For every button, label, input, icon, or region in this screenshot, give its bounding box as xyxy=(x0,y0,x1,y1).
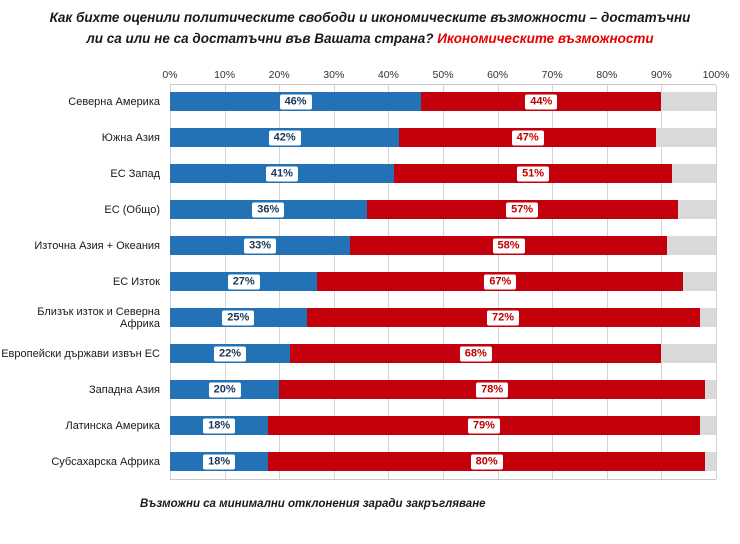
bar-track: 27% 67% xyxy=(170,272,716,292)
bar-row: Близък изток и Северна Африка 25% 72% xyxy=(0,300,716,336)
bar-track: 25% 72% xyxy=(170,308,716,328)
blue-value-label: 46% xyxy=(278,93,313,111)
category-label: ЕС Запад xyxy=(110,167,160,180)
bar-row: Източна Азия + Океания 33% 58% xyxy=(0,228,716,264)
bar-row: Европейски държави извън ЕС 22% 68% xyxy=(0,336,716,372)
bar-track: 20% 78% xyxy=(170,380,716,400)
x-tick-label: 10% xyxy=(214,68,236,81)
chart-title-line2-black: ли са или не са достатъчни във Вашата ст… xyxy=(86,30,438,46)
bar-track: 42% 47% xyxy=(170,128,716,148)
red-value-label: 57% xyxy=(505,201,540,219)
x-axis-ticks: 0% 10% 20% 30% 40% 50% 60% 70% 80% 90% 100% xyxy=(162,66,729,84)
blue-value-label: 41% xyxy=(264,165,299,183)
axis-spacer xyxy=(0,66,170,84)
x-tick-label: 100% xyxy=(702,68,730,81)
red-value-label: 67% xyxy=(483,273,518,291)
red-value-label: 44% xyxy=(524,93,559,111)
category-label: Близък изток и Северна Африка xyxy=(37,305,160,330)
chart-title-highlight: Икономическите възможности xyxy=(437,30,654,46)
bar-track: 22% 68% xyxy=(170,344,716,364)
gray-segment xyxy=(661,344,716,364)
x-tick-label: 50% xyxy=(432,68,454,81)
x-tick-label: 60% xyxy=(487,68,509,81)
bar-row: Западна Азия 20% 78% xyxy=(0,372,716,408)
x-tick-label: 30% xyxy=(323,68,345,81)
bar-track: 18% 79% xyxy=(170,416,716,436)
category-label: Западна Азия xyxy=(89,383,160,396)
blue-value-label: 25% xyxy=(221,309,256,327)
footnote: Възможни са минимални отклонения заради … xyxy=(140,497,486,510)
blue-value-label: 20% xyxy=(207,381,242,399)
bar-row: Латинска Америка 18% 79% xyxy=(0,408,716,444)
x-tick-label: 40% xyxy=(377,68,399,81)
gray-segment xyxy=(705,380,716,400)
x-tick-label: 80% xyxy=(596,68,618,81)
plot-area: Северна Америка 46% 44% Южна Азия 42% 47% ЕС З… xyxy=(0,83,717,480)
category-label: Южна Азия xyxy=(101,131,160,144)
red-value-label: 58% xyxy=(491,237,526,255)
category-label: ЕС (Общо) xyxy=(104,203,160,216)
bar-row: Северна Америка 46% 44% xyxy=(0,84,716,120)
x-tick-label: 20% xyxy=(268,68,290,81)
bar-track: 41% 51% xyxy=(170,164,716,184)
red-value-label: 80% xyxy=(469,453,504,471)
blue-value-label: 22% xyxy=(213,345,248,363)
gray-segment xyxy=(672,164,716,184)
red-value-label: 68% xyxy=(458,345,493,363)
x-tick-label: 70% xyxy=(541,68,563,81)
gray-segment xyxy=(699,416,716,436)
x-tick-label: 90% xyxy=(650,68,672,81)
category-label: Източна Азия + Океания xyxy=(34,239,160,252)
bar-row: Субсахарска Африка 18% 80% xyxy=(0,444,716,480)
gridline xyxy=(716,84,717,479)
category-label: ЕС Изток xyxy=(112,275,160,288)
x-axis: 0% 10% 20% 30% 40% 50% 60% 70% 80% 90% 100% xyxy=(0,66,729,84)
chart-title-line1: Как бихте оценили политическите свободи … xyxy=(49,10,691,25)
bar-rows: Северна Америка 46% 44% Южна Азия 42% 47% ЕС З… xyxy=(0,84,716,480)
chart-title: Как бихте оценили политическите свободи … xyxy=(0,8,740,50)
gray-segment xyxy=(699,308,716,328)
bar-row: Южна Азия 42% 47% xyxy=(0,120,716,156)
blue-value-label: 18% xyxy=(202,453,237,471)
x-tick-label: 0% xyxy=(162,68,178,81)
blue-value-label: 36% xyxy=(251,201,286,219)
gray-segment xyxy=(655,128,716,148)
chart-title-line2: ли са или не са достатъчни във Вашата ст… xyxy=(6,29,734,50)
category-label: Субсахарска Африка xyxy=(51,455,160,468)
red-value-label: 78% xyxy=(475,381,510,399)
bar-row: ЕС Изток 27% 67% xyxy=(0,264,716,300)
blue-value-label: 33% xyxy=(243,237,278,255)
gray-segment xyxy=(677,200,716,220)
category-label: Северна Америка xyxy=(68,95,160,108)
category-label: Латинска Америка xyxy=(65,419,160,432)
gray-segment xyxy=(705,452,716,472)
red-value-label: 47% xyxy=(510,129,545,147)
bar-row: ЕС (Общо) 36% 57% xyxy=(0,192,716,228)
blue-value-label: 27% xyxy=(226,273,261,291)
red-value-label: 79% xyxy=(466,417,501,435)
blue-value-label: 18% xyxy=(202,417,237,435)
gray-segment xyxy=(683,272,716,292)
bar-track: 18% 80% xyxy=(170,452,716,472)
bar-track: 36% 57% xyxy=(170,200,716,220)
gray-segment xyxy=(666,236,716,256)
blue-value-label: 42% xyxy=(267,129,302,147)
stacked-bar-chart: 0% 10% 20% 30% 40% 50% 60% 70% 80% 90% 100% Северн… xyxy=(0,66,740,480)
red-value-label: 72% xyxy=(486,309,521,327)
category-label: Европейски държави извън ЕС xyxy=(1,347,160,360)
gray-segment xyxy=(661,92,716,112)
bar-track: 33% 58% xyxy=(170,236,716,256)
bar-row: ЕС Запад 41% 51% xyxy=(0,156,716,192)
red-value-label: 51% xyxy=(516,165,551,183)
bar-track: 46% 44% xyxy=(170,92,716,112)
